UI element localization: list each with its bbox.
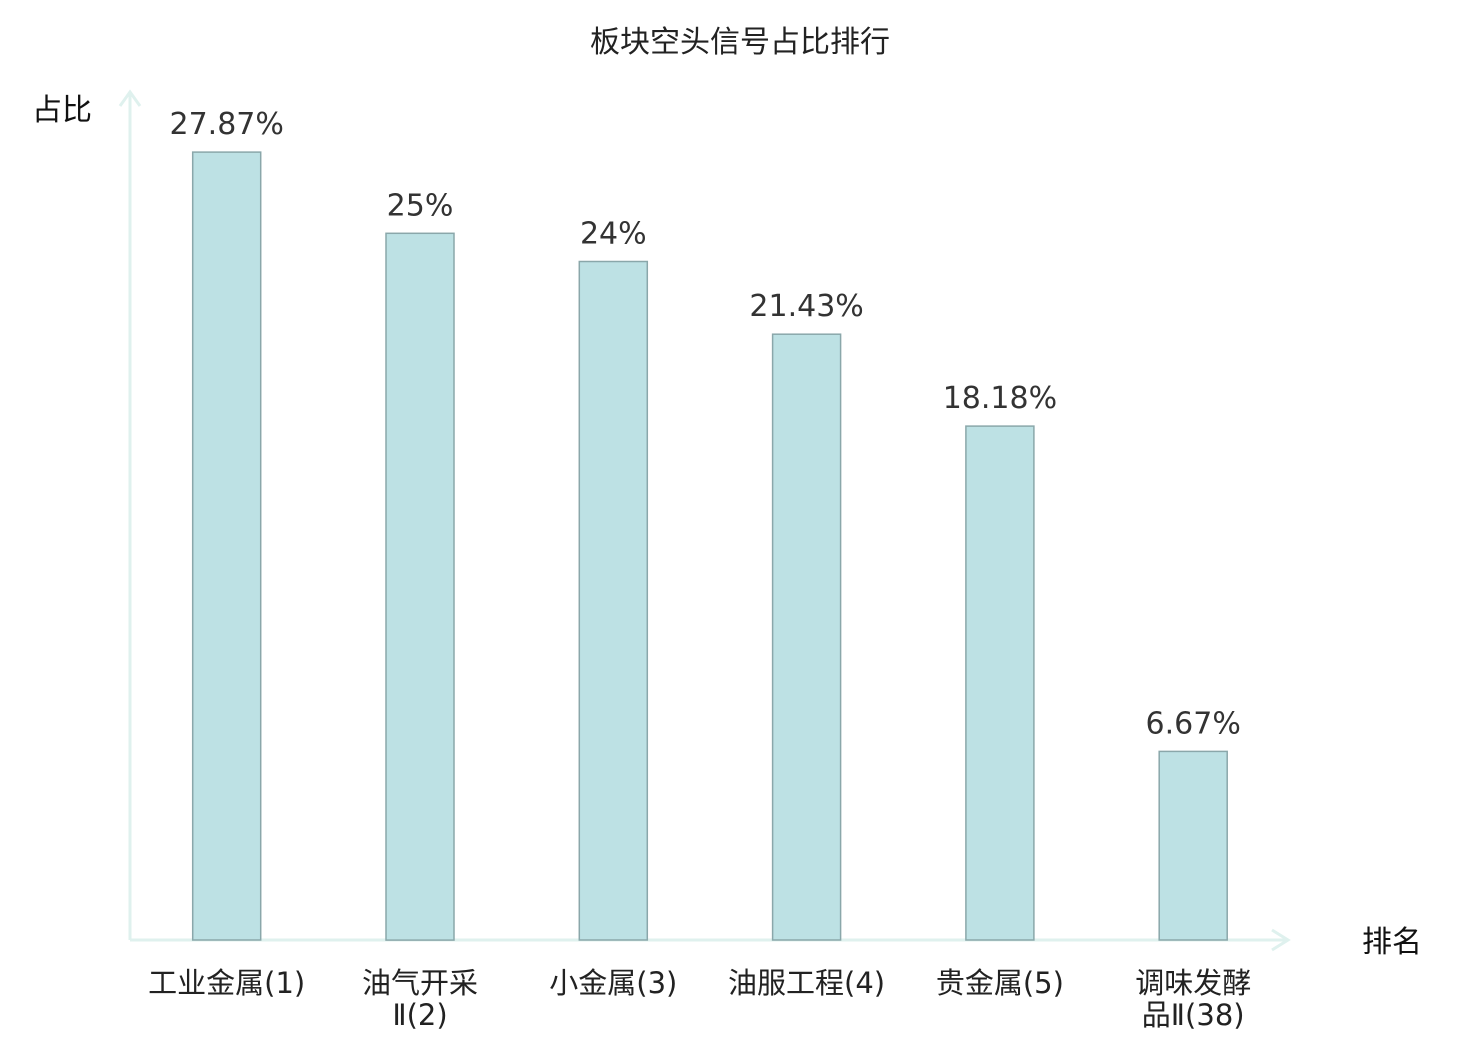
bars-group: [191, 151, 1228, 941]
x-tick-label: 调味发酵: [1135, 966, 1251, 1000]
y-axis: [118, 89, 142, 940]
bar: [771, 333, 842, 941]
data-label: 18.18%: [943, 381, 1057, 416]
x-tick-label: 工业金属(1): [148, 966, 305, 1000]
x-axis: [130, 928, 1291, 952]
x-tick-label: 油气开采: [362, 966, 478, 1000]
data-label: 27.87%: [170, 107, 284, 142]
bar: [1158, 750, 1228, 941]
data-label: 25%: [387, 188, 454, 223]
x-tick-label: 油服工程(4): [728, 966, 885, 1000]
bar: [578, 260, 649, 941]
data-label: 6.67%: [1146, 706, 1241, 741]
data-label: 24%: [580, 217, 647, 252]
bar: [191, 151, 262, 941]
chart-title: 板块空头信号占比排行: [590, 25, 890, 60]
data-label: 21.43%: [749, 289, 863, 324]
bar: [385, 232, 455, 941]
x-tick-label: Ⅱ(2): [392, 998, 447, 1032]
x-tick-label: 小金属(3): [549, 966, 677, 1000]
x-tick-label: 品Ⅱ(38): [1142, 998, 1245, 1032]
y-axis-label: 占比: [32, 93, 92, 128]
bar: [965, 425, 1035, 941]
x-axis-label: 排名: [1362, 925, 1422, 960]
value-labels-group: 27.87% 25% 24% 21.43% 18.18% 6.67%: [170, 107, 1241, 741]
x-tick-label: 贵金属(5): [936, 966, 1064, 1000]
